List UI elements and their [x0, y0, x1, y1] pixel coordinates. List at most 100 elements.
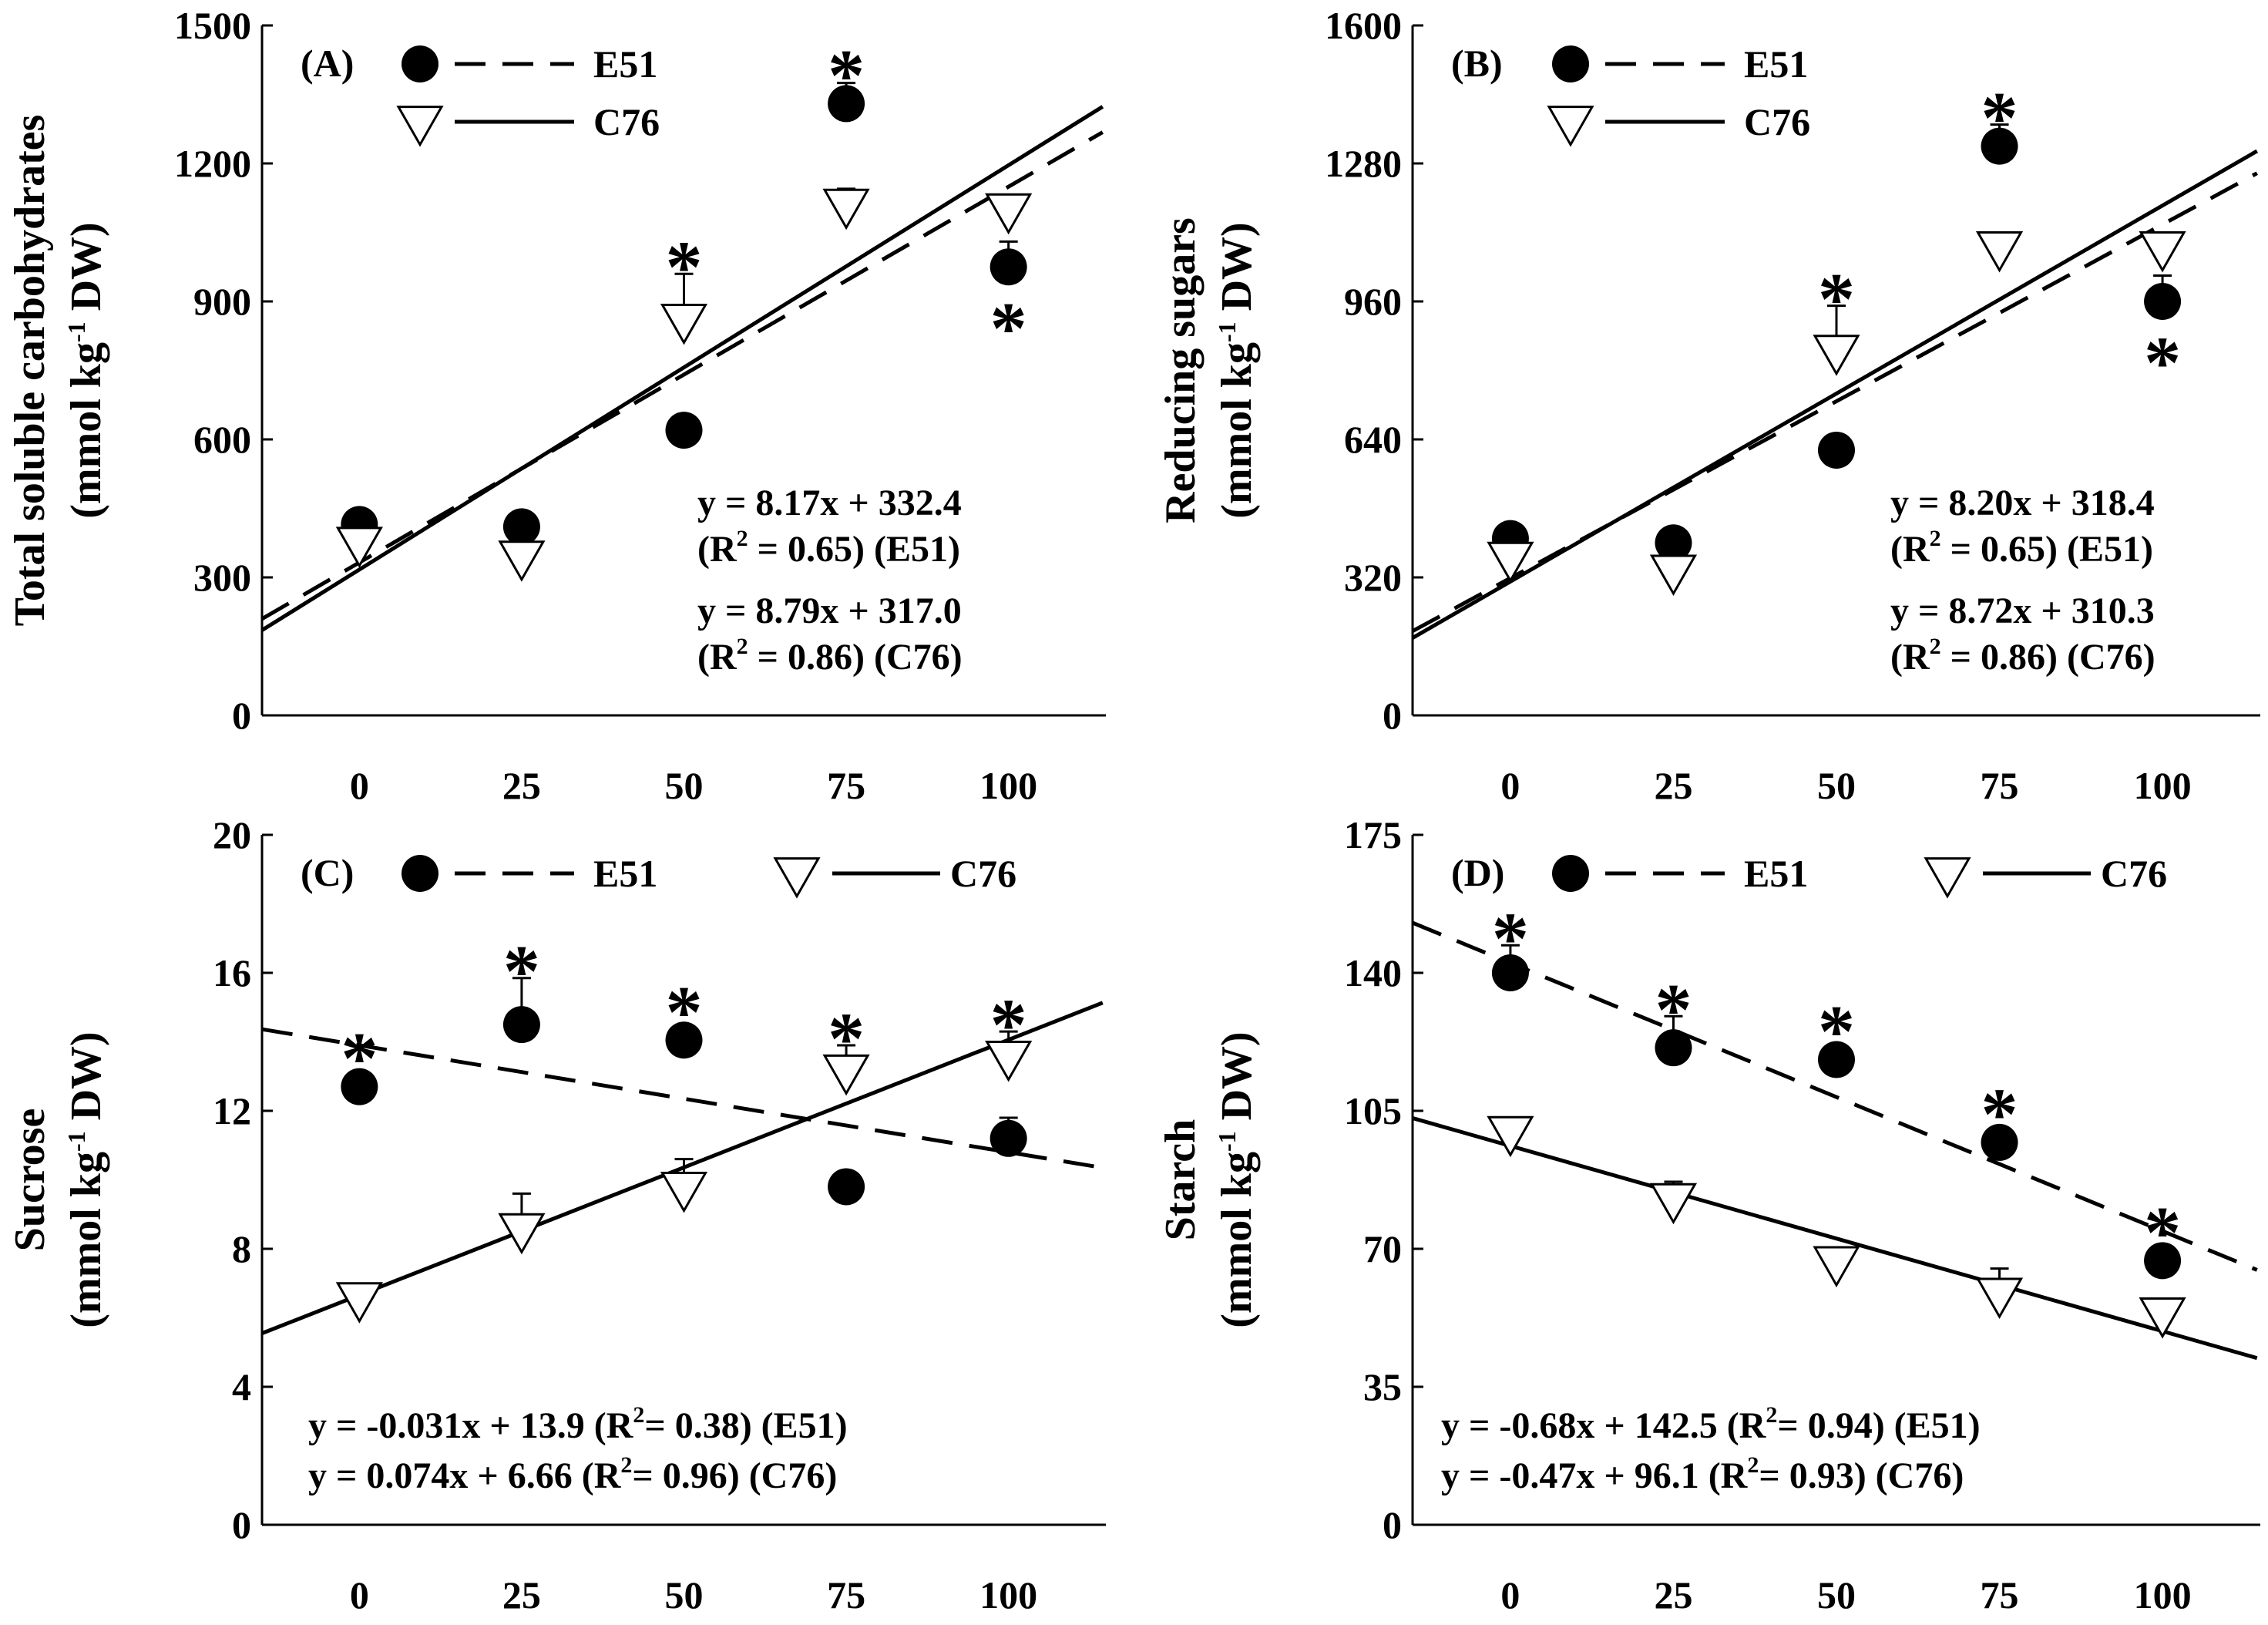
- panel-d: 0 35 70 105 140 175 0 25 50 75 100 Starch (mmol kg-1…: [1157, 813, 2260, 1617]
- equation-line-superscript: 2: [1747, 1452, 1759, 1478]
- data-point-e51: [1655, 524, 1692, 562]
- x-tick-label: 100: [2134, 764, 2192, 807]
- significance-star: *: [828, 34, 865, 116]
- legend-marker-c76: [396, 106, 444, 147]
- fit-line-c76: [260, 105, 1104, 632]
- data-point-e51: [1818, 1041, 1855, 1078]
- y-tick-label: 8: [232, 1227, 251, 1270]
- equation-line-rest: = 0.86) (C76): [748, 637, 963, 678]
- data-point-e51: [828, 1168, 865, 1206]
- legend: (C) E51 C76: [301, 851, 1016, 899]
- y-axis-label: Total soluble carbohydrates (mmol kg-1 DW…: [6, 115, 110, 627]
- y-tick-label: 900: [193, 280, 251, 323]
- series-c76: [1487, 1115, 2186, 1339]
- y-axis-title: Reducing sugars: [1157, 217, 1205, 523]
- equation-line-main: (R: [1890, 529, 1930, 570]
- panel-b: 0 320 640 960 1280 1600 0 25 50 75 100 Reducing sug…: [1157, 4, 2260, 807]
- equation-line-superscript: 2: [1930, 634, 1941, 659]
- data-point-e51: [502, 508, 540, 546]
- data-point-c76: [498, 1213, 546, 1255]
- y-axis-units-rest: DW): [1213, 222, 1261, 321]
- series-c76: * *: [335, 984, 1033, 1324]
- equation-line-main: y = 0.074x + 6.66 (R: [308, 1455, 622, 1496]
- x-tick-label: 0: [350, 1573, 369, 1617]
- equation-line-rest: = 0.65) (E51): [1941, 529, 2153, 570]
- y-tick-label: 35: [1363, 1365, 1402, 1408]
- legend-label-e51: E51: [1744, 852, 1808, 895]
- equation-line-rest: = 0.38) (E51): [644, 1405, 847, 1446]
- data-point-c76: [822, 188, 870, 230]
- data-point-e51: [341, 1068, 378, 1105]
- equation-line: y = -0.68x + 142.5 (R2= 0.94) (E51): [1441, 1402, 1981, 1446]
- fit-line-e51: [260, 130, 1104, 621]
- y-axis-units-superscript: -1: [62, 321, 90, 342]
- data-point-c76: [660, 303, 708, 345]
- regression-equations: y = 8.20x + 318.4(R2 = 0.65) (E51)y = 8.…: [1890, 483, 2155, 678]
- series-e51: * * *: [341, 930, 1027, 1206]
- x-tick-label: 50: [665, 764, 704, 807]
- x-tick-label: 75: [827, 764, 865, 807]
- y-tick-label: 0: [232, 694, 251, 737]
- equation-line-main: (R: [1890, 637, 1930, 678]
- significance-star: *: [666, 226, 703, 308]
- data-point-c76: [335, 1282, 383, 1324]
- x-tick-label: 0: [1500, 1573, 1520, 1617]
- legend-label-c76: C76: [593, 100, 660, 143]
- significance-star: *: [2144, 321, 2181, 404]
- data-point-e51: [990, 1119, 1027, 1157]
- significance-star: *: [990, 984, 1027, 1066]
- significance-star: *: [1492, 897, 1529, 980]
- equation-line-main: (R: [697, 529, 738, 570]
- y-tick-label: 70: [1363, 1227, 1402, 1270]
- y-tick-label: 0: [1383, 1503, 1402, 1546]
- y-tick-label: 16: [213, 951, 251, 994]
- data-point-c76: [335, 527, 383, 568]
- y-tick-label: 600: [193, 418, 251, 461]
- equation-line-superscript: 2: [1930, 526, 1941, 551]
- legend-label-c76: C76: [1744, 100, 1810, 143]
- data-point-c76: [498, 540, 546, 582]
- y-axis-units-rest: DW): [1213, 1031, 1261, 1131]
- y-tick-label: 1600: [1325, 4, 1402, 47]
- series-e51: **: [341, 34, 1027, 546]
- legend-marker-e51: [402, 855, 438, 892]
- significance-star: *: [828, 998, 865, 1080]
- x-tick-label: 100: [979, 1573, 1037, 1617]
- data-point-e51: [502, 1006, 540, 1044]
- significance-star: *: [1981, 1073, 2018, 1156]
- panel-label: (C): [301, 851, 354, 894]
- y-axis-units: (mmol kg-1 DW): [1213, 222, 1261, 518]
- equation-line: y = 8.20x + 318.4: [1890, 483, 2155, 523]
- x-tick-label: 25: [502, 1573, 541, 1617]
- y-tick-label: 1280: [1325, 142, 1402, 185]
- equation-line-main: y = 8.79x + 317.0: [697, 590, 962, 631]
- legend-label-c76: C76: [2101, 852, 2167, 895]
- data-point-e51: [1818, 431, 1855, 469]
- x-tick-label: 25: [1654, 1573, 1692, 1617]
- y-axis-label: Reducing sugars (mmol kg-1 DW): [1157, 217, 1261, 523]
- fit-line-e51: [1412, 920, 2258, 1272]
- equation-line-main: (R: [697, 637, 738, 678]
- equation-line: (R2 = 0.65) (E51): [1890, 526, 2153, 570]
- x-tick-label: 100: [2134, 1573, 2192, 1617]
- series-e51: * * * * *: [1491, 897, 2182, 1280]
- equation-line: (R2 = 0.65) (E51): [697, 526, 960, 570]
- x-tick-label: 0: [1500, 764, 1520, 807]
- legend-marker-c76: [773, 857, 821, 899]
- panel-label: (A): [301, 42, 354, 85]
- y-axis-units-main: (mmol kg: [62, 1152, 110, 1328]
- data-point-e51: [1981, 127, 2018, 165]
- y-tick-label: 4: [232, 1365, 251, 1408]
- equation-line-main: y = 8.20x + 318.4: [1890, 483, 2155, 523]
- x-tick-label: 50: [665, 1573, 704, 1617]
- significance-star: *: [503, 930, 540, 1013]
- equation-line-superscript: 2: [1766, 1402, 1777, 1428]
- equation-line: y = 8.79x + 317.0: [697, 590, 962, 631]
- equation-line-main: y = -0.47x + 96.1 (R: [1441, 1455, 1749, 1496]
- y-axis-label: Sucrose (mmol kg-1 DW): [6, 1031, 110, 1327]
- equation-line: y = 8.72x + 310.3: [1890, 590, 2155, 631]
- y-axis-units: (mmol kg-1 DW): [62, 222, 110, 518]
- data-point-e51: [2144, 1242, 2182, 1280]
- y-tick-label: 640: [1344, 418, 1402, 461]
